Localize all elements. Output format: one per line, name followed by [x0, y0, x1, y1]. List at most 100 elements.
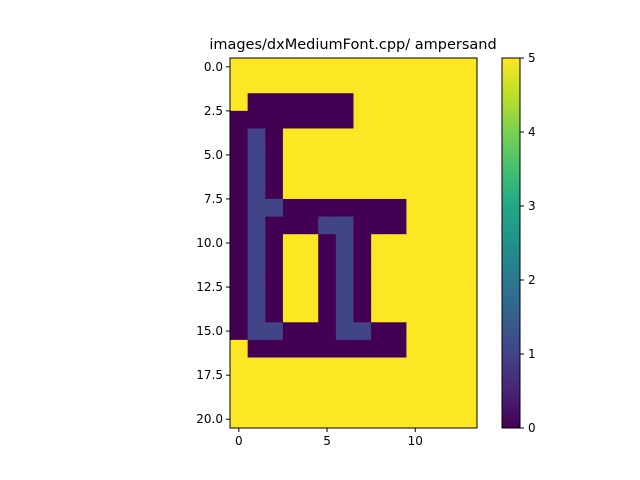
- heatmap-cell: [353, 287, 372, 306]
- heatmap-cell: [282, 357, 301, 376]
- heatmap-cell: [353, 93, 372, 112]
- heatmap-cell: [406, 375, 425, 394]
- heatmap-cell: [388, 357, 407, 376]
- heatmap-cell: [388, 128, 407, 147]
- colorbar-tick-label: 2: [528, 273, 536, 287]
- heatmap-cell: [388, 304, 407, 323]
- heatmap-cell: [247, 287, 266, 306]
- heatmap-cell: [318, 181, 337, 200]
- heatmap-cell: [230, 357, 249, 376]
- heatmap-cell: [265, 251, 284, 270]
- heatmap-cell: [282, 216, 301, 235]
- heatmap-cell: [318, 146, 337, 165]
- heatmap-cell: [230, 322, 249, 341]
- heatmap-cell: [247, 304, 266, 323]
- heatmap-cell: [318, 163, 337, 182]
- heatmap-cell: [230, 392, 249, 411]
- heatmap-cell: [335, 75, 354, 94]
- heatmap-cell: [318, 128, 337, 147]
- heatmap-cell: [459, 410, 478, 429]
- heatmap-cell: [371, 58, 390, 77]
- heatmap-cell: [406, 146, 425, 165]
- heatmap-cell: [265, 234, 284, 253]
- heatmap-cell: [424, 392, 443, 411]
- heatmap-cell: [300, 304, 319, 323]
- heatmap-cell: [441, 58, 460, 77]
- heatmap-cell: [353, 269, 372, 288]
- heatmap-cell: [282, 93, 301, 112]
- heatmap-cell: [265, 181, 284, 200]
- heatmap-cell: [441, 128, 460, 147]
- heatmap-cell: [230, 410, 249, 429]
- heatmap-cell: [424, 128, 443, 147]
- heatmap-cell: [335, 251, 354, 270]
- heatmap-cell: [353, 322, 372, 341]
- heatmap-cell: [265, 410, 284, 429]
- heatmap-cell: [335, 93, 354, 112]
- heatmap-cell: [247, 251, 266, 270]
- heatmap-cell: [230, 269, 249, 288]
- heatmap-cell: [318, 357, 337, 376]
- heatmap-cell: [388, 93, 407, 112]
- heatmap-cell: [318, 287, 337, 306]
- heatmap-cell: [300, 93, 319, 112]
- heatmap-cell: [300, 163, 319, 182]
- heatmap-cell: [247, 357, 266, 376]
- heatmap-cell: [441, 392, 460, 411]
- heatmap-cell: [406, 163, 425, 182]
- heatmap-cell: [335, 181, 354, 200]
- heatmap-cell: [265, 216, 284, 235]
- heatmap-cell: [353, 110, 372, 129]
- heatmap-cell: [300, 216, 319, 235]
- y-tick-label: 20.0: [196, 412, 223, 426]
- heatmap-cell: [406, 93, 425, 112]
- heatmap-cell: [265, 322, 284, 341]
- chart-title: images/dxMediumFont.cpp/ ampersand: [209, 37, 496, 53]
- heatmap-cell: [282, 410, 301, 429]
- heatmap-cell: [300, 287, 319, 306]
- heatmap-cell: [388, 75, 407, 94]
- heatmap-cell: [318, 322, 337, 341]
- heatmap-cell: [441, 357, 460, 376]
- heatmap-cell: [335, 198, 354, 217]
- heatmap-cell: [353, 128, 372, 147]
- heatmap-cell: [441, 75, 460, 94]
- heatmap-cell: [282, 75, 301, 94]
- y-tick-label: 0.0: [204, 60, 223, 74]
- heatmap-cell: [441, 110, 460, 129]
- heatmap-cell: [335, 304, 354, 323]
- heatmap-cell: [406, 392, 425, 411]
- heatmap-cell: [230, 128, 249, 147]
- heatmap-cell: [371, 375, 390, 394]
- heatmap-cell: [282, 198, 301, 217]
- heatmap-cell: [424, 216, 443, 235]
- heatmap-cell: [230, 75, 249, 94]
- heatmap-cell: [318, 392, 337, 411]
- heatmap-cell: [371, 128, 390, 147]
- heatmap-cell: [282, 163, 301, 182]
- heatmap-cell: [388, 181, 407, 200]
- heatmap-cell: [459, 198, 478, 217]
- heatmap-cell: [406, 128, 425, 147]
- heatmap-cell: [335, 128, 354, 147]
- heatmap-cell: [247, 163, 266, 182]
- heatmap-cell: [459, 163, 478, 182]
- heatmap-cell: [282, 234, 301, 253]
- heatmap-cell: [300, 198, 319, 217]
- x-tick-label: 10: [408, 434, 423, 448]
- x-tick-label: 5: [323, 434, 331, 448]
- heatmap-cell: [318, 304, 337, 323]
- heatmap-cell: [388, 375, 407, 394]
- heatmap-cell: [424, 58, 443, 77]
- heatmap-cell: [265, 128, 284, 147]
- heatmap-cell: [353, 198, 372, 217]
- heatmap-cell: [247, 110, 266, 129]
- heatmap-cell: [406, 357, 425, 376]
- heatmap-cell: [247, 410, 266, 429]
- heatmap-cell: [441, 322, 460, 341]
- heatmap-cell: [459, 146, 478, 165]
- heatmap-cell: [388, 198, 407, 217]
- heatmap-cell: [230, 375, 249, 394]
- heatmap-cell: [300, 322, 319, 341]
- heatmap-cell: [335, 234, 354, 253]
